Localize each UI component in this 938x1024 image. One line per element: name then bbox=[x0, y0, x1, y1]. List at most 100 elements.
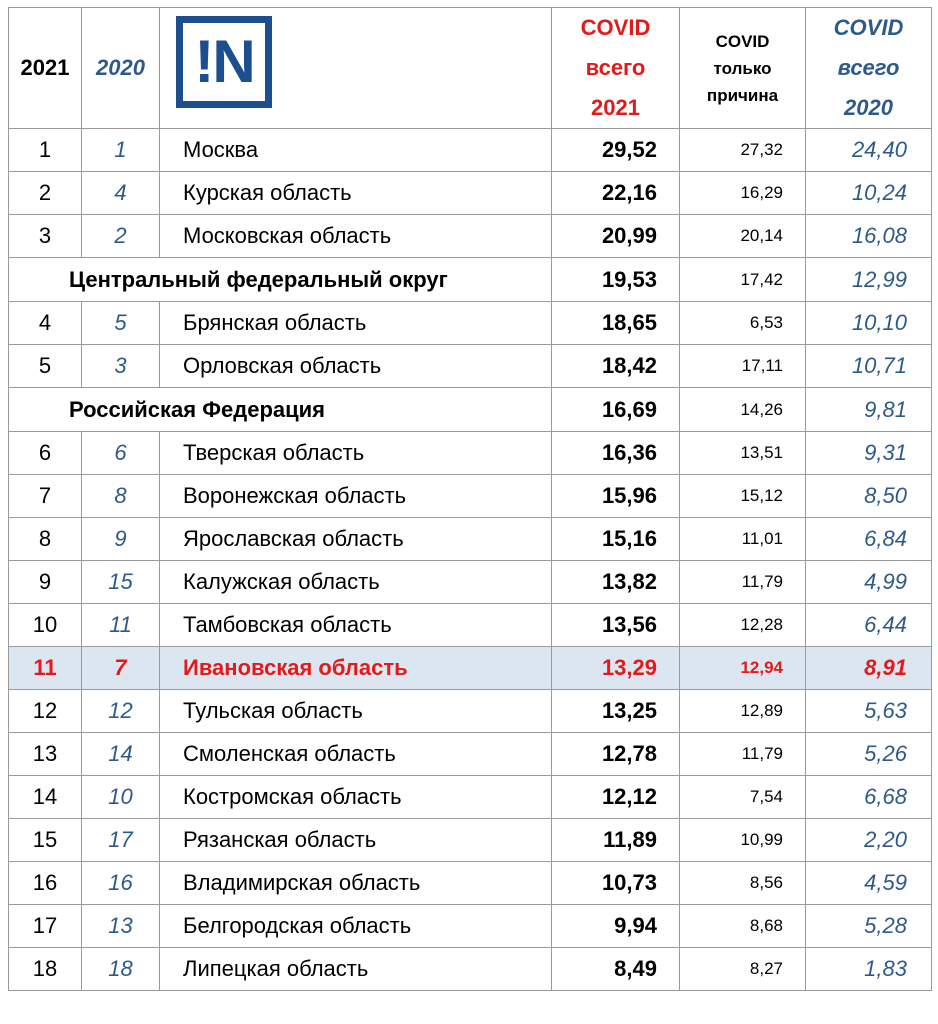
covid-total-2021-value: 12,12 bbox=[551, 775, 680, 819]
covid-total-2020-value: 8,91 bbox=[805, 646, 932, 690]
rank-2021: 2 bbox=[8, 171, 82, 215]
table-row: 17 13 Белгородская область 9,94 8,68 5,28 bbox=[8, 904, 932, 948]
logo-text: !N bbox=[183, 23, 265, 101]
table-row: 3 2 Московская область 20,99 20,14 16,08 bbox=[8, 214, 932, 258]
header-covid-total-2021: COVID всего 2021 bbox=[551, 7, 680, 129]
rank-2021: 6 bbox=[8, 431, 82, 475]
covid-total-2021-value: 16,69 bbox=[551, 387, 680, 432]
covid-total-2021-value: 22,16 bbox=[551, 171, 680, 215]
covid-total-2020-value: 5,63 bbox=[805, 689, 932, 733]
rank-2021: 17 bbox=[8, 904, 82, 948]
covid-total-2020-value: 2,20 bbox=[805, 818, 932, 862]
covid-only-cause-value: 11,79 bbox=[679, 560, 806, 604]
region-name: Орловская область bbox=[159, 344, 552, 388]
rank-2020: 12 bbox=[81, 689, 160, 733]
table-row: 16 16 Владимирская область 10,73 8,56 4,59 bbox=[8, 861, 932, 905]
covid-total-2020-value: 16,08 bbox=[805, 214, 932, 258]
covid-total-2021-value: 15,96 bbox=[551, 474, 680, 518]
region-name: Московская область bbox=[159, 214, 552, 258]
covid-total-2021-value: 19,53 bbox=[551, 257, 680, 302]
table-row: 14 10 Костромская область 12,12 7,54 6,68 bbox=[8, 775, 932, 819]
covid-total-2020-value: 5,26 bbox=[805, 732, 932, 776]
rank-2021: 18 bbox=[8, 947, 82, 991]
covid-total-2020-value: 10,24 bbox=[805, 171, 932, 215]
covid-total-2020-value: 1,83 bbox=[805, 947, 932, 991]
covid-ranking-table: 2021 2020 !N COVID всего 2021 COVID толь… bbox=[8, 7, 932, 991]
table-row: 5 3 Орловская область 18,42 17,11 10,71 bbox=[8, 344, 932, 388]
rank-2021: 13 bbox=[8, 732, 82, 776]
region-name: Калужская область bbox=[159, 560, 552, 604]
covid-total-2021-value: 8,49 bbox=[551, 947, 680, 991]
summary-row: Российская Федерация 16,69 14,26 9,81 bbox=[8, 387, 932, 432]
region-name: Ярославская область bbox=[159, 517, 552, 561]
rank-2020: 15 bbox=[81, 560, 160, 604]
covid-only-cause-value: 13,51 bbox=[679, 431, 806, 475]
rank-2021: 7 bbox=[8, 474, 82, 518]
covid-total-2020-value: 6,44 bbox=[805, 603, 932, 647]
summary-label: Российская Федерация bbox=[8, 387, 552, 432]
header-covid-total-2021-line2: всего bbox=[585, 55, 646, 80]
rank-2020: 5 bbox=[81, 301, 160, 345]
region-name: Рязанская область bbox=[159, 818, 552, 862]
rank-2021: 9 bbox=[8, 560, 82, 604]
covid-total-2021-value: 16,36 bbox=[551, 431, 680, 475]
covid-total-2020-value: 10,71 bbox=[805, 344, 932, 388]
rank-2020: 9 bbox=[81, 517, 160, 561]
covid-only-cause-value: 14,26 bbox=[679, 387, 806, 432]
covid-only-cause-value: 12,94 bbox=[679, 646, 806, 690]
covid-total-2020-value: 5,28 bbox=[805, 904, 932, 948]
ivanovo-news-logo: !N bbox=[176, 16, 272, 108]
covid-total-2020-value: 4,99 bbox=[805, 560, 932, 604]
header-year-2021: 2021 bbox=[8, 7, 82, 129]
covid-only-cause-value: 17,11 bbox=[679, 344, 806, 388]
rank-2021: 15 bbox=[8, 818, 82, 862]
covid-only-cause-value: 7,54 bbox=[679, 775, 806, 819]
covid-total-2021-value: 9,94 bbox=[551, 904, 680, 948]
rank-2020: 7 bbox=[81, 646, 160, 690]
covid-only-cause-value: 10,99 bbox=[679, 818, 806, 862]
header-covid-total-2020-line1: COVID bbox=[833, 15, 904, 40]
covid-total-2020-value: 9,31 bbox=[805, 431, 932, 475]
region-name: Москва bbox=[159, 128, 552, 172]
rank-2021: 16 bbox=[8, 861, 82, 905]
logo-cell: !N bbox=[159, 7, 552, 129]
covid-total-2021-value: 11,89 bbox=[551, 818, 680, 862]
region-name: Костромская область bbox=[159, 775, 552, 819]
rank-2021: 3 bbox=[8, 214, 82, 258]
covid-total-2021-value: 13,29 bbox=[551, 646, 680, 690]
covid-total-2021-value: 13,25 bbox=[551, 689, 680, 733]
rank-2021: 10 bbox=[8, 603, 82, 647]
covid-total-2021-value: 15,16 bbox=[551, 517, 680, 561]
rank-2021: 4 bbox=[8, 301, 82, 345]
table-row: 7 8 Воронежская область 15,96 15,12 8,50 bbox=[8, 474, 932, 518]
rank-2020: 13 bbox=[81, 904, 160, 948]
rank-2020: 14 bbox=[81, 732, 160, 776]
highlighted-table-row: 11 7 Ивановская область 13,29 12,94 8,91 bbox=[8, 646, 932, 690]
rank-2021: 1 bbox=[8, 128, 82, 172]
rank-2020: 17 bbox=[81, 818, 160, 862]
region-name: Тверская область bbox=[159, 431, 552, 475]
rank-2020: 4 bbox=[81, 171, 160, 215]
covid-only-cause-value: 8,68 bbox=[679, 904, 806, 948]
covid-total-2020-value: 12,99 bbox=[805, 257, 932, 302]
covid-total-2021-value: 18,42 bbox=[551, 344, 680, 388]
covid-only-cause-value: 15,12 bbox=[679, 474, 806, 518]
header-year-2020: 2020 bbox=[81, 7, 160, 129]
rank-2020: 11 bbox=[81, 603, 160, 647]
covid-only-cause-value: 8,27 bbox=[679, 947, 806, 991]
header-covid-total-2020-line3: 2020 bbox=[844, 95, 893, 120]
rank-2020: 2 bbox=[81, 214, 160, 258]
table-row: 12 12 Тульская область 13,25 12,89 5,63 bbox=[8, 689, 932, 733]
table-row: 15 17 Рязанская область 11,89 10,99 2,20 bbox=[8, 818, 932, 862]
covid-only-cause-value: 16,29 bbox=[679, 171, 806, 215]
covid-total-2020-value: 10,10 bbox=[805, 301, 932, 345]
region-name: Воронежская область bbox=[159, 474, 552, 518]
covid-total-2020-value: 8,50 bbox=[805, 474, 932, 518]
region-name: Тульская область bbox=[159, 689, 552, 733]
covid-total-2020-value: 4,59 bbox=[805, 861, 932, 905]
covid-total-2021-value: 13,82 bbox=[551, 560, 680, 604]
covid-total-2021-value: 12,78 bbox=[551, 732, 680, 776]
covid-total-2020-value: 24,40 bbox=[805, 128, 932, 172]
rank-2021: 12 bbox=[8, 689, 82, 733]
region-name: Тамбовская область bbox=[159, 603, 552, 647]
